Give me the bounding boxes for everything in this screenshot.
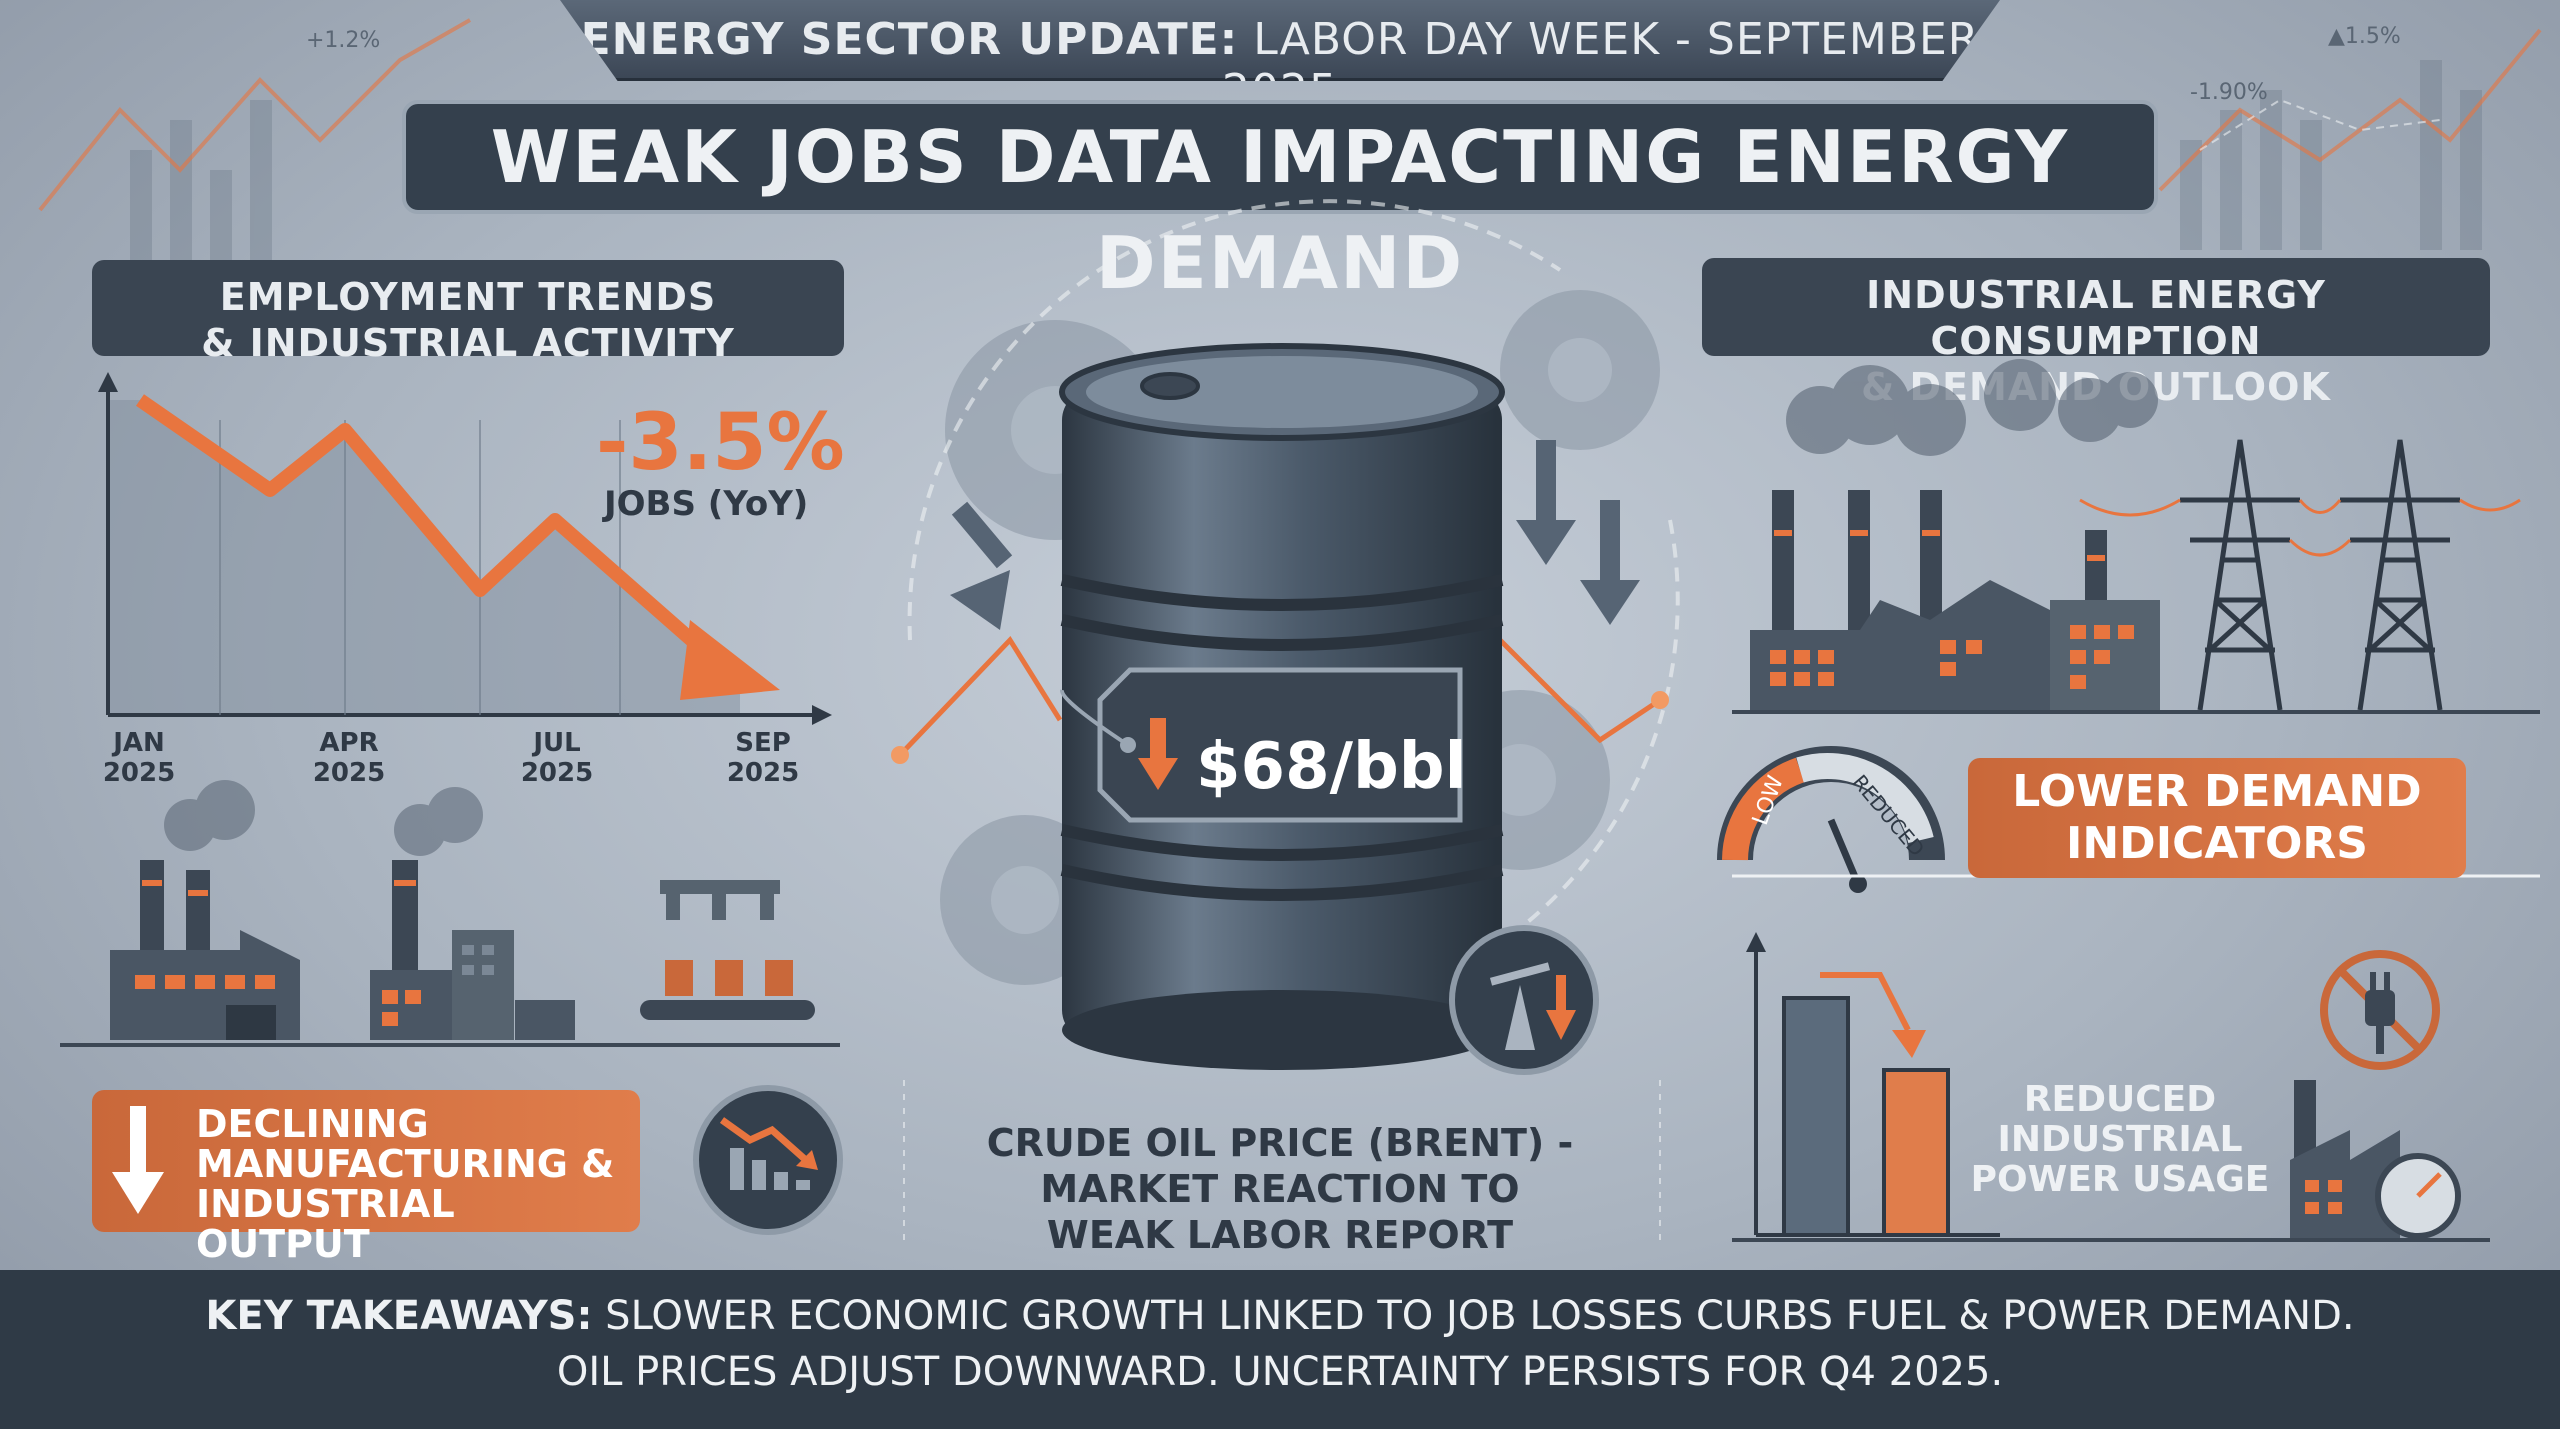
oil-price-caption: CRUDE OIL PRICE (BRENT) - MARKET REACTION… (986, 1121, 1574, 1257)
reduced-power-usage-label: REDUCED INDUSTRIAL POWER USAGE (1970, 1079, 2270, 1200)
callout-line3: INDUSTRIAL OUTPUT (196, 1182, 455, 1266)
banner-text: LABOR DAY WEEK - SEPTEMBER 2025 (1222, 14, 1980, 116)
banner-bold: ENERGY SECTOR UPDATE: (580, 14, 1239, 65)
footer-line2: OIL PRICES ADJUST DOWNWARD. UNCERTAINTY … (556, 1349, 2004, 1395)
down-arrow-icon (112, 1106, 164, 1214)
right-heading-line1: INDUSTRIAL ENERGY CONSUMPTION (1866, 273, 2326, 363)
oil-price-tag: $68/bbl (1196, 730, 1467, 804)
no-plug-icon (2320, 950, 2440, 1070)
bg-label-1: +1.2% (306, 28, 381, 53)
declining-output-callout: DECLINING MANUFACTURING & INDUSTRIAL OUT… (92, 1090, 640, 1264)
x-tick-sep: SEP 2025 (726, 728, 800, 788)
top-banner: ENERGY SECTOR UPDATE: LABOR DAY WEEK - S… (560, 0, 2000, 81)
x-tick-jul: JUL 2025 (520, 728, 594, 788)
x-tick-apr: APR 2025 (312, 728, 386, 788)
bg-label-2: ▲1.5% (2328, 24, 2401, 49)
callout-line1: DECLINING (196, 1102, 429, 1146)
jobs-change-label: JOBS (YoY) (604, 484, 809, 524)
left-heading-line2: & INDUSTRIAL ACTIVITY (201, 321, 735, 365)
jobs-change-value: -3.5% (596, 398, 845, 488)
left-heading-line1: EMPLOYMENT TRENDS (219, 275, 717, 319)
indicator-line1: LOWER DEMAND (2012, 766, 2422, 817)
footer-bold: KEY TAKEAWAYS: (205, 1293, 593, 1339)
footer-line1: SLOWER ECONOMIC GROWTH LINKED TO JOB LOS… (592, 1293, 2355, 1339)
bg-label-3: -1.90% (2190, 80, 2268, 105)
left-panel-heading: EMPLOYMENT TRENDS & INDUSTRIAL ACTIVITY (92, 260, 844, 365)
key-takeaways-footer: KEY TAKEAWAYS: SLOWER ECONOMIC GROWTH LI… (0, 1270, 2560, 1429)
headline: WEAK JOBS DATA IMPACTING ENERGY DEMAND (402, 100, 2158, 305)
x-tick-jan: JAN 2025 (102, 728, 176, 788)
callout-line2: MANUFACTURING & (196, 1142, 615, 1186)
lower-demand-indicators: LOWER DEMAND INDICATORS (1968, 758, 2466, 878)
indicator-line2: INDICATORS (2065, 818, 2368, 869)
